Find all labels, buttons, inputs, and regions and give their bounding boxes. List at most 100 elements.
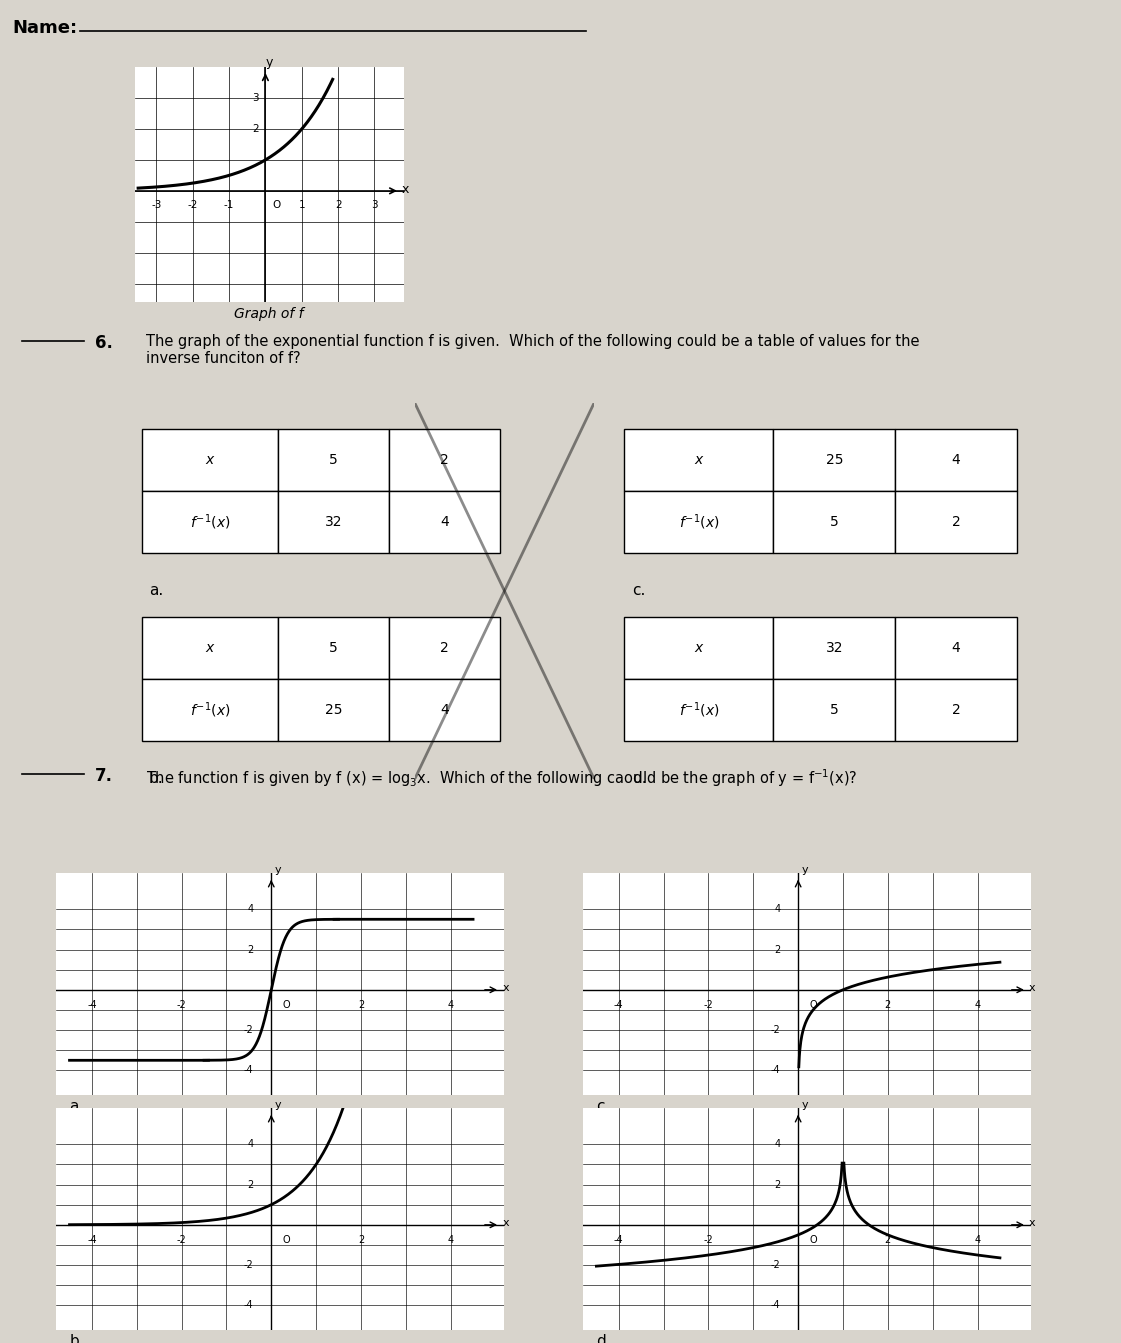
Text: 2: 2 [358, 999, 364, 1010]
Text: c.: c. [632, 583, 646, 598]
Text: 4: 4 [952, 641, 961, 655]
Text: O: O [282, 1236, 290, 1245]
Text: x: x [1029, 1218, 1036, 1228]
Text: 5: 5 [830, 514, 839, 529]
Text: -2: -2 [770, 1260, 780, 1270]
Text: 4: 4 [441, 514, 450, 529]
Text: O: O [272, 200, 280, 210]
Text: x: x [1029, 983, 1036, 992]
Text: 2: 2 [773, 944, 780, 955]
Text: 4: 4 [447, 999, 454, 1010]
Text: 2: 2 [252, 124, 259, 134]
Text: 1: 1 [298, 200, 305, 210]
Bar [624, 492, 773, 553]
Bar [389, 616, 500, 680]
Text: 4: 4 [441, 702, 450, 717]
Text: $f^{-1}(x)$: $f^{-1}(x)$ [189, 700, 230, 720]
Bar [773, 680, 895, 741]
Text: 5: 5 [330, 453, 339, 467]
Text: 25: 25 [325, 702, 342, 717]
Text: 5: 5 [330, 641, 339, 655]
Text: y: y [802, 865, 808, 876]
Text: -4: -4 [87, 999, 96, 1010]
Text: O: O [282, 999, 290, 1010]
Text: -4: -4 [243, 1065, 253, 1076]
Text: 2: 2 [247, 944, 253, 955]
Text: a.: a. [149, 583, 164, 598]
Bar [141, 616, 278, 680]
Text: y: y [275, 865, 281, 876]
Bar [389, 492, 500, 553]
Text: 2: 2 [441, 641, 450, 655]
Text: x: x [206, 453, 214, 467]
Bar [773, 428, 895, 492]
Text: c.: c. [596, 1099, 610, 1115]
Text: x: x [206, 641, 214, 655]
Text: a.: a. [70, 1099, 84, 1115]
Text: $f^{-1}(x)$: $f^{-1}(x)$ [678, 512, 720, 532]
Text: -2: -2 [187, 200, 198, 210]
Text: -4: -4 [243, 1300, 253, 1311]
Text: 5: 5 [830, 702, 839, 717]
Text: O: O [809, 1236, 817, 1245]
Text: d.: d. [596, 1334, 611, 1343]
Text: -4: -4 [614, 999, 623, 1010]
Bar [896, 616, 1017, 680]
Text: 4: 4 [248, 1139, 253, 1150]
Bar [624, 428, 773, 492]
Text: -2: -2 [177, 1236, 186, 1245]
Bar [624, 680, 773, 741]
Text: d.: d. [632, 771, 647, 786]
Text: 4: 4 [775, 1139, 780, 1150]
Bar [773, 616, 895, 680]
Text: 4: 4 [248, 904, 253, 915]
Text: x: x [502, 1218, 509, 1228]
Text: -2: -2 [177, 999, 186, 1010]
Bar [141, 492, 278, 553]
Bar [773, 492, 895, 553]
Text: 4: 4 [974, 1236, 981, 1245]
Text: x: x [695, 641, 703, 655]
Text: -2: -2 [243, 1025, 253, 1035]
Text: The graph of the exponential function f is given.  Which of the following could : The graph of the exponential function f … [146, 334, 919, 367]
Text: 2: 2 [773, 1179, 780, 1190]
Text: -4: -4 [770, 1065, 780, 1076]
Text: The function f is given by f (x) = log$_3$x.  Which of the following caould be t: The function f is given by f (x) = log$_… [146, 767, 858, 788]
Text: 3: 3 [371, 200, 378, 210]
Text: 4: 4 [775, 904, 780, 915]
Text: b.: b. [70, 1334, 84, 1343]
Text: x: x [401, 183, 409, 196]
Bar [896, 492, 1017, 553]
Bar [141, 680, 278, 741]
Bar [896, 680, 1017, 741]
Text: -2: -2 [704, 1236, 713, 1245]
Text: 2: 2 [952, 702, 961, 717]
Bar [278, 428, 389, 492]
Text: 2: 2 [335, 200, 342, 210]
Text: 2: 2 [441, 453, 450, 467]
Text: $f^{-1}(x)$: $f^{-1}(x)$ [678, 700, 720, 720]
Text: 4: 4 [447, 1236, 454, 1245]
Text: y: y [266, 55, 274, 68]
Text: y: y [275, 1100, 281, 1109]
Text: -4: -4 [614, 1236, 623, 1245]
Text: 2: 2 [884, 1236, 891, 1245]
Bar [896, 428, 1017, 492]
Text: 6.: 6. [95, 334, 113, 352]
Text: 2: 2 [247, 1179, 253, 1190]
Text: 2: 2 [358, 1236, 364, 1245]
Text: -2: -2 [770, 1025, 780, 1035]
Text: x: x [695, 453, 703, 467]
Text: 7.: 7. [95, 767, 113, 784]
Text: b.: b. [149, 771, 164, 786]
Text: 32: 32 [825, 641, 843, 655]
Text: 2: 2 [952, 514, 961, 529]
Bar [389, 428, 500, 492]
Text: -4: -4 [87, 1236, 96, 1245]
Bar [278, 616, 389, 680]
Bar [278, 680, 389, 741]
Bar [624, 616, 773, 680]
Text: 3: 3 [252, 93, 259, 103]
Text: x: x [502, 983, 509, 992]
Text: -1: -1 [224, 200, 234, 210]
